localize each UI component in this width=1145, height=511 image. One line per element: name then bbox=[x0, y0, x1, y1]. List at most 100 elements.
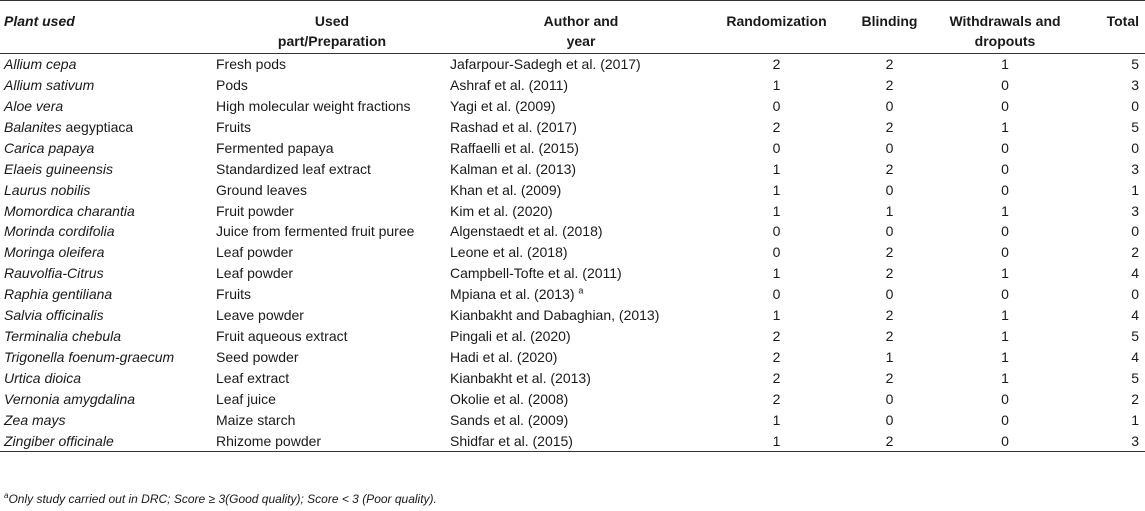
author-text: Okolie et al. (2008) bbox=[450, 390, 569, 407]
cell-author: Pingali et al. (2020) bbox=[448, 326, 712, 347]
cell-blinding: 2 bbox=[885, 265, 894, 282]
cell-blinding: 2 bbox=[885, 118, 894, 135]
cell-randomization: 1 bbox=[772, 76, 781, 93]
cell-part: Fruits bbox=[216, 286, 251, 303]
plant-genus: Zingiber officinale bbox=[4, 432, 114, 449]
cell-blinding: 2 bbox=[885, 328, 894, 345]
cell-author: Kianbakht et al. (2013) bbox=[448, 368, 712, 389]
table-footnote: aOnly study carried out in DRC; Score ≥ … bbox=[4, 492, 437, 507]
cell-total: 3 bbox=[1072, 430, 1145, 452]
cell-plant: Laurus nobilis bbox=[0, 179, 212, 200]
cell-randomization: 2 bbox=[772, 56, 781, 73]
cell-author: Leone et al. (2018) bbox=[448, 242, 712, 263]
cell-total: 5 bbox=[1131, 56, 1139, 73]
author-text: Kim et al. (2020) bbox=[450, 202, 553, 219]
plant-genus: Zea mays bbox=[4, 411, 66, 428]
cell-randomization: 0 bbox=[772, 244, 781, 261]
cell-blinding: 0 bbox=[885, 411, 894, 428]
cell-withdrawals: 0 bbox=[1001, 244, 1009, 261]
cell-total: 4 bbox=[1131, 349, 1139, 366]
cell-total: 5 bbox=[1131, 370, 1139, 387]
cell-part: High molecular weight fractions bbox=[216, 97, 411, 114]
cell-plant: Elaeis guineensis bbox=[0, 158, 212, 179]
cell-blinding: 0 bbox=[885, 223, 894, 240]
author-text: Pingali et al. (2020) bbox=[450, 328, 571, 345]
cell-plant: Terminalia chebula bbox=[0, 326, 212, 347]
plant-genus: Allium sativum bbox=[4, 76, 95, 93]
table-row: Salvia officinalis Leave powder Kianbakht … bbox=[0, 305, 1145, 326]
cell-author: Jafarpour-Sadegh et al. (2017) bbox=[448, 54, 712, 75]
cell-part: Maize starch bbox=[216, 411, 296, 428]
cell-randomization: 1 bbox=[772, 265, 781, 282]
table-row: Allium sativum Pods Ashraf et al. (2011) 1 2… bbox=[0, 74, 1145, 95]
cell-withdrawals: 1 bbox=[1001, 118, 1009, 135]
table-row: Carica papaya Fermented papaya Raffaelli e… bbox=[0, 137, 1145, 158]
cell-randomization: 1 bbox=[772, 160, 781, 177]
cell-randomization: 0 bbox=[772, 286, 781, 303]
header-used-part-line1: Used bbox=[314, 13, 350, 29]
cell-part: Fermented papaya bbox=[216, 139, 334, 156]
cell-plant: Salvia officinalis bbox=[0, 305, 212, 326]
author-text: Yagi et al. (2009) bbox=[450, 97, 556, 114]
cell-withdrawals: 0 bbox=[1001, 97, 1009, 114]
header-withdrawals: Withdrawals and dropouts bbox=[938, 0, 1072, 54]
cell-blinding: 2 bbox=[885, 56, 894, 73]
author-text: Kianbakht et al. (2013) bbox=[450, 370, 591, 387]
cell-withdrawals: 1 bbox=[1001, 370, 1009, 387]
cell-blinding: 2 bbox=[885, 160, 894, 177]
author-text: Mpiana et al. (2013) bbox=[450, 286, 575, 303]
cell-blinding: 2 bbox=[885, 244, 894, 261]
header-author-line2: year bbox=[566, 33, 596, 49]
cell-plant: Balanites aegyptiaca bbox=[0, 116, 212, 137]
author-text: Jafarpour-Sadegh et al. (2017) bbox=[450, 56, 641, 73]
cell-withdrawals: 0 bbox=[1001, 139, 1009, 156]
cell-total: 0 bbox=[1131, 223, 1139, 240]
cell-withdrawals: 0 bbox=[1001, 223, 1009, 240]
cell-plant: Zingiber officinale bbox=[0, 430, 212, 452]
cell-randomization: 0 bbox=[772, 223, 781, 240]
cell-part: Ground leaves bbox=[216, 181, 308, 198]
header-total: Total bbox=[1072, 0, 1145, 54]
header-withdrawals-line1: Withdrawals and bbox=[949, 13, 1061, 29]
table-row: Raphia gentiliana Fruits Mpiana et al. (20… bbox=[0, 284, 1145, 305]
plant-species: aegyptiaca bbox=[61, 118, 134, 135]
cell-total: 0 bbox=[1131, 286, 1139, 303]
header-used-part: Used part/Preparation bbox=[212, 0, 448, 54]
author-text: Algenstaedt et al. (2018) bbox=[450, 223, 603, 240]
cell-plant: Raphia gentiliana bbox=[0, 284, 212, 305]
plant-genus: Laurus nobilis bbox=[4, 181, 91, 198]
author-text: Ashraf et al. (2011) bbox=[450, 76, 569, 93]
cell-plant: Zea mays bbox=[0, 409, 212, 430]
cell-withdrawals: 1 bbox=[1001, 328, 1009, 345]
table-row: Aloe vera High molecular weight fractions… bbox=[0, 95, 1145, 116]
cell-part: Leaf powder bbox=[216, 265, 294, 282]
cell-author: Mpiana et al. (2013) a bbox=[448, 284, 712, 305]
cell-randomization: 1 bbox=[772, 181, 781, 198]
cell-blinding: 0 bbox=[885, 97, 894, 114]
cell-total: 1 bbox=[1131, 181, 1139, 198]
table-row: Urtica dioica Leaf extract Kianbakht et al… bbox=[0, 368, 1145, 389]
plant-genus: Elaeis guineensis bbox=[4, 160, 113, 177]
cell-randomization: 2 bbox=[772, 328, 781, 345]
cell-total: 3 bbox=[1131, 76, 1139, 93]
cell-withdrawals: 0 bbox=[1001, 181, 1009, 198]
cell-author: Okolie et al. (2008) bbox=[448, 389, 712, 410]
cell-total: 2 bbox=[1131, 244, 1139, 261]
cell-randomization: 1 bbox=[712, 430, 841, 452]
cell-total: 3 bbox=[1131, 202, 1139, 219]
cell-withdrawals: 1 bbox=[1001, 349, 1009, 366]
cell-plant: Aloe vera bbox=[0, 95, 212, 116]
cell-part: Fruit aqueous extract bbox=[216, 328, 348, 345]
cell-plant: Urtica dioica bbox=[0, 368, 212, 389]
table-row: Zingiber officinale Rhizome powder Shidfar… bbox=[0, 430, 1145, 452]
cell-part: Leaf powder bbox=[216, 244, 294, 261]
cell-author: Raffaelli et al. (2015) bbox=[448, 137, 712, 158]
cell-author: Sands et al. (2009) bbox=[448, 409, 712, 430]
cell-withdrawals: 0 bbox=[1001, 286, 1009, 303]
cell-withdrawals: 0 bbox=[1001, 411, 1009, 428]
author-text: Kianbakht and Dabaghian, (2013) bbox=[450, 307, 660, 324]
cell-part: Pods bbox=[216, 76, 248, 93]
cell-plant: Momordica charantia bbox=[0, 200, 212, 221]
plant-genus: Morinda cordifolia bbox=[4, 223, 115, 240]
